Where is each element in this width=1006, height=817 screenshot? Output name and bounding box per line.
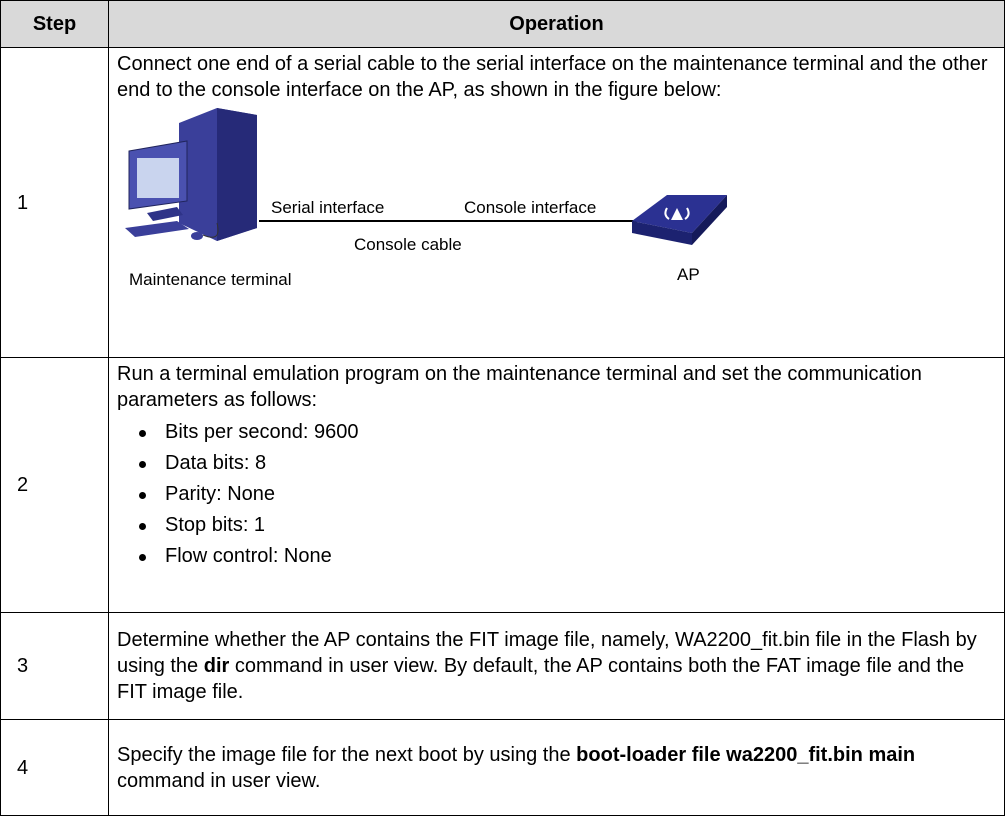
step-cell: 4 [0, 719, 109, 816]
list-item: Bits per second: 9600 [139, 417, 996, 448]
step-cell: 2 [0, 357, 109, 613]
operation-cell: Specify the image file for the next boot… [108, 719, 1005, 816]
header-cell: Step [0, 0, 109, 48]
operation-text: command in user view. [117, 769, 321, 792]
operation-text: Connect one end of a serial cable to the… [117, 53, 988, 101]
parameter-list: Bits per second: 9600 Data bits: 8 Parit… [117, 417, 996, 572]
step-cell: 3 [0, 612, 109, 720]
step-cell: 1 [0, 47, 109, 358]
list-item: Data bits: 8 [139, 448, 996, 479]
figure-label: Console interface [464, 198, 596, 217]
ap-icon [632, 195, 727, 245]
header-cell: Operation [108, 0, 1005, 48]
list-item: Stop bits: 1 [139, 510, 996, 541]
row: 4 Specify the image file for the next bo… [0, 719, 1005, 816]
operation-text: Specify the image file for the next boot… [117, 743, 577, 766]
list-item: Flow control: None [139, 541, 996, 572]
operation-cell: Connect one end of a serial cable to the… [108, 47, 1005, 358]
row: 1 Connect one end of a serial cable to t… [0, 47, 1005, 358]
figure-label: Serial interface [271, 198, 384, 217]
figure-label: Console cable [354, 235, 462, 254]
operation-cell: Run a terminal emulation program on the … [108, 357, 1005, 613]
figure-label: Maintenance terminal [129, 270, 292, 289]
command: boot-loader file wa2200_fit.bin main [576, 743, 916, 766]
row: 3 Determine whether the AP contains the … [0, 612, 1005, 720]
list-item: Parity: None [139, 479, 996, 510]
row: 2 Run a terminal emulation program on th… [0, 357, 1005, 613]
computer-icon [125, 108, 257, 241]
operation-text: Run a terminal emulation program on the … [117, 363, 922, 411]
figure-label: AP [677, 265, 700, 284]
operation-text: Determine whether the AP contains the FI… [117, 629, 977, 677]
header-row: Step Operation [0, 0, 1005, 48]
operation-text: command in user view. By default, the AP… [117, 655, 965, 703]
command: dir [203, 655, 230, 677]
connection-figure: Serial interface Console interface Conso… [125, 108, 727, 289]
operation-cell: Determine whether the AP contains the FI… [108, 612, 1005, 720]
